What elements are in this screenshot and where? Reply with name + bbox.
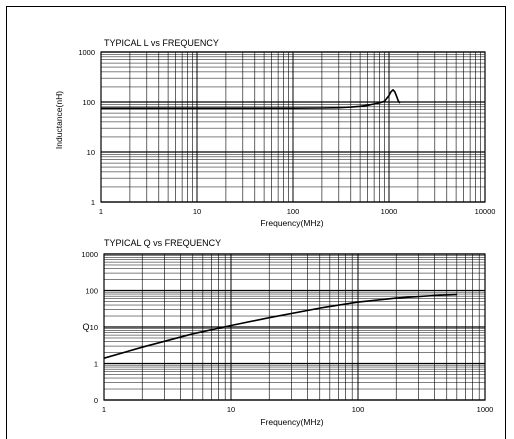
y-tick-label: 10 bbox=[87, 148, 95, 157]
chart-title: TYPICAL L vs FREQUENCY bbox=[104, 38, 219, 48]
x-tick-label: 100 bbox=[287, 207, 300, 216]
chart-inductance: TYPICAL L vs FREQUENCY 1 10 100 1000 1000011… bbox=[54, 38, 495, 228]
x-tick-label: 1 bbox=[102, 405, 106, 414]
x-tick-label: 100 bbox=[352, 405, 365, 414]
plot-border bbox=[100, 51, 486, 203]
y-tick-label: 100 bbox=[82, 98, 95, 107]
y-tick-label: 1 bbox=[91, 198, 95, 207]
x-axis-label: Frequency(MHz) bbox=[260, 417, 323, 427]
x-tick-label: 1000 bbox=[477, 405, 494, 414]
series-line bbox=[101, 89, 401, 109]
y-tick-label: 1000 bbox=[78, 48, 95, 57]
x-tick-label: 10 bbox=[193, 207, 201, 216]
chart-series bbox=[101, 89, 401, 109]
x-axis-label: Frequency(MHz) bbox=[260, 218, 323, 228]
y-tick-label: 10 bbox=[90, 323, 98, 332]
plot-border bbox=[103, 253, 486, 401]
y-axis-label: Inductance(nH) bbox=[54, 91, 64, 149]
chart-q-factor: TYPICAL Q vs FREQUENCY 1 10 100 10000110100… bbox=[81, 238, 493, 427]
x-tick-label: 10000 bbox=[475, 207, 496, 216]
chart-grid bbox=[100, 51, 486, 203]
y-tick-label: 1 bbox=[94, 360, 98, 369]
y-axis-label: Q bbox=[82, 322, 89, 332]
x-tick-label: 1 bbox=[99, 207, 103, 216]
series-line bbox=[103, 293, 457, 359]
y-tick-label: 0 bbox=[94, 396, 98, 405]
x-tick-label: 10 bbox=[227, 405, 235, 414]
chart-grid bbox=[103, 253, 486, 401]
y-tick-label: 100 bbox=[85, 287, 98, 296]
x-tick-label: 1000 bbox=[381, 207, 398, 216]
chart-ticks: 1 10 100 1000 10000 1 10 100 1000 bbox=[78, 48, 495, 216]
chart-series bbox=[103, 293, 457, 359]
chart-frame bbox=[6, 6, 506, 439]
y-tick-label: 1000 bbox=[81, 250, 98, 259]
chart-title: TYPICAL Q vs FREQUENCY bbox=[104, 238, 221, 248]
